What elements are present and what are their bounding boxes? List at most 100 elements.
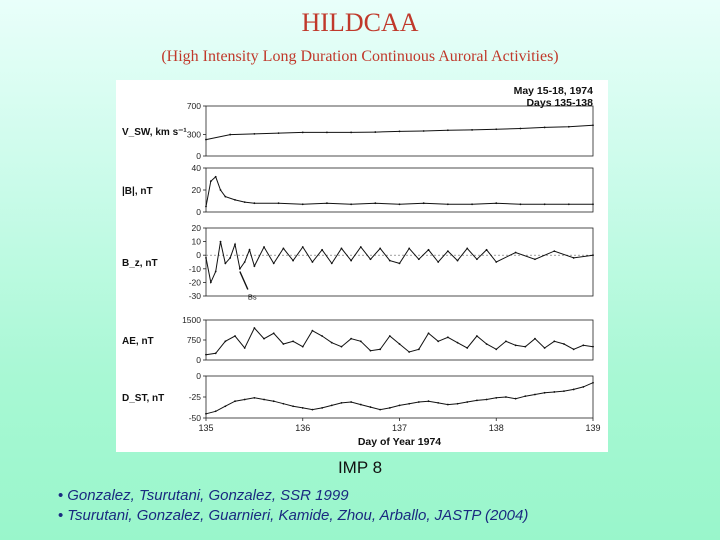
data-point	[359, 246, 362, 248]
y-tick-label: 700	[187, 101, 201, 111]
data-point	[553, 250, 556, 253]
data-point	[321, 335, 323, 337]
data-point	[238, 267, 241, 270]
data-point	[277, 202, 280, 205]
y-tick-label: 20	[192, 223, 202, 233]
data-point	[466, 401, 469, 403]
data-point	[326, 131, 328, 134]
data-point	[379, 348, 382, 351]
data-point	[437, 261, 440, 263]
y-axis-label: D_ST, nT	[122, 393, 164, 404]
data-point	[234, 400, 236, 403]
data-point	[374, 131, 377, 133]
series-line	[205, 124, 594, 141]
data-point	[253, 132, 256, 135]
data-point	[350, 203, 353, 206]
data-point	[476, 399, 478, 402]
data-point	[388, 335, 391, 337]
data-point	[398, 343, 401, 345]
data-point	[224, 405, 227, 408]
data-point	[311, 329, 314, 332]
data-point	[214, 270, 217, 273]
x-axis-label: Day of Year 1974	[358, 436, 441, 448]
instrument-label: IMP 8	[337, 458, 383, 477]
data-point	[592, 254, 594, 257]
y-tick-label: -10	[189, 264, 202, 274]
y-axis-label: V_SW, km s⁻¹	[122, 127, 187, 138]
data-point	[495, 202, 498, 205]
data-point	[253, 396, 256, 399]
data-point	[359, 403, 362, 406]
y-tick-label: 300	[187, 130, 201, 140]
data-point	[514, 397, 517, 400]
y-tick-label: 0	[196, 207, 201, 217]
data-point	[446, 203, 449, 206]
data-point	[505, 340, 507, 343]
data-point	[379, 408, 382, 411]
data-point	[205, 412, 207, 415]
data-point	[350, 401, 353, 403]
data-point	[277, 132, 280, 135]
annotation-label: Bs	[248, 293, 257, 302]
data-point	[476, 335, 478, 337]
data-point	[205, 205, 207, 208]
data-point	[301, 246, 304, 248]
data-point	[263, 246, 265, 248]
data-point	[340, 247, 343, 250]
x-tick-label: 136	[295, 423, 310, 433]
data-point	[205, 353, 207, 356]
data-point	[350, 337, 353, 340]
data-point	[446, 336, 449, 339]
data-point	[543, 347, 546, 349]
data-point	[350, 131, 353, 134]
data-point	[408, 351, 411, 353]
data-point	[263, 398, 265, 401]
data-point	[567, 125, 570, 128]
data-point	[417, 258, 420, 261]
y-axis-label: |B|, nT	[122, 186, 153, 197]
data-point	[592, 345, 594, 348]
data-point	[398, 203, 401, 206]
chart-figure: May 15-18, 1974 Days 135-138 700 300 0 V_SW, …	[116, 80, 608, 452]
data-point	[224, 262, 227, 265]
data-point	[471, 129, 473, 131]
data-point	[359, 340, 362, 343]
data-point	[369, 258, 372, 261]
data-point	[422, 202, 425, 205]
data-point	[214, 352, 217, 355]
data-point	[301, 203, 304, 206]
data-point	[282, 343, 285, 345]
y-tick-label: -50	[189, 413, 202, 423]
data-point	[446, 129, 449, 132]
data-point	[301, 131, 304, 134]
data-point	[456, 341, 459, 344]
bullet-icon: •	[58, 507, 64, 524]
data-point	[563, 390, 565, 393]
x-tick-label: 137	[392, 423, 407, 433]
data-point	[214, 410, 217, 413]
y-tick-label: 10	[192, 237, 202, 247]
data-point	[398, 404, 401, 407]
data-point	[437, 401, 440, 404]
y-tick-label: 1500	[182, 315, 201, 325]
data-point	[476, 258, 478, 261]
x-tick-label: 138	[489, 423, 504, 433]
data-point	[340, 401, 343, 404]
data-point	[292, 340, 294, 343]
data-point	[505, 396, 507, 398]
data-point	[292, 405, 294, 408]
data-point	[524, 395, 527, 398]
data-point	[369, 349, 372, 352]
reference-item: • Tsurutani, Gonzalez, Guarnieri, Kamide,…	[58, 506, 528, 526]
data-point	[398, 130, 401, 133]
data-point	[485, 343, 488, 345]
y-tick-label: -20	[189, 277, 202, 287]
data-point	[229, 133, 232, 136]
data-point	[543, 126, 546, 129]
data-point	[514, 251, 517, 254]
data-point	[253, 327, 256, 329]
panel-frame	[205, 319, 594, 361]
data-point	[248, 248, 251, 251]
data-point	[466, 247, 469, 250]
